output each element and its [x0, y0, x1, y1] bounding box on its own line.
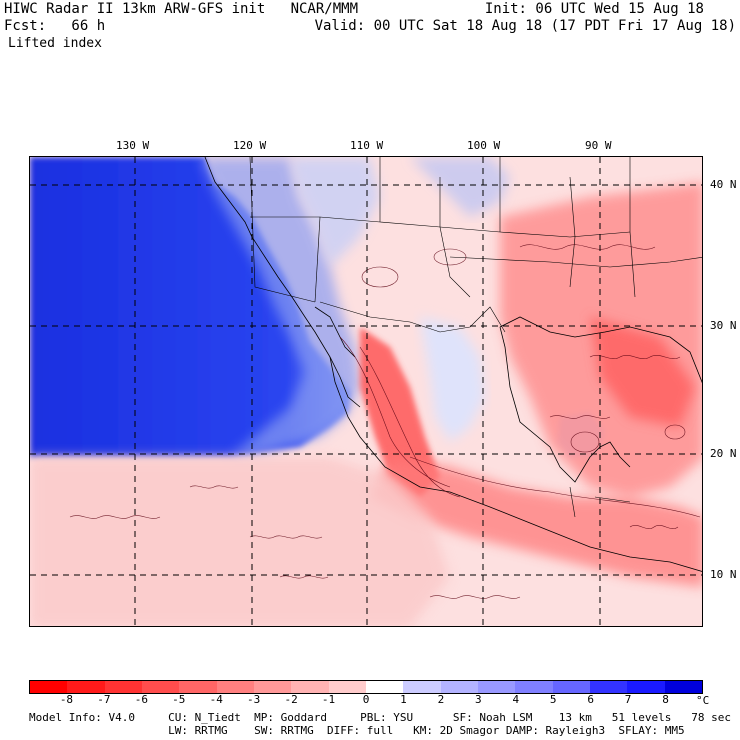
colorbar-swatch	[589, 681, 628, 693]
colorbar-swatch	[141, 681, 180, 693]
colorbar-tick-label: 6	[587, 693, 594, 706]
colorbar-swatch	[627, 681, 665, 693]
lifted-index-map	[29, 156, 703, 627]
unstable-gulf-core	[590, 317, 695, 427]
colorbar-swatch	[179, 681, 217, 693]
colorbar-tick-label: 4	[512, 693, 520, 706]
forecast-hour: Fcst: 66 h	[4, 18, 106, 34]
lon-label-100w: 100 W	[467, 139, 501, 152]
colorbar-tick-label: -5	[172, 693, 186, 706]
graticule	[30, 157, 702, 626]
colorbar-swatch	[477, 681, 516, 693]
colorbar-tick-label: -8	[59, 693, 74, 706]
colorbar-swatch	[291, 681, 329, 693]
colorbar-swatch	[30, 681, 68, 693]
colorbar-tick-label: 5	[549, 693, 557, 706]
colorbar-swatch	[440, 681, 478, 693]
footer-model-info: Model Info: V4.0 CU: N_Tiedt MP: Goddard…	[29, 711, 731, 724]
colorbar-swatch	[253, 681, 292, 693]
lon-label-120w: 120 W	[233, 139, 267, 152]
lon-label-90w: 90 W	[585, 139, 612, 152]
colorbar-tick-label: 8	[662, 693, 669, 706]
colorbar-unit: °C	[696, 694, 710, 707]
colorbar-swatch	[552, 681, 590, 693]
tropical-pacific-field	[30, 457, 450, 626]
colorbar-tick-label: -1	[321, 693, 336, 706]
stable-ocean-region	[30, 157, 350, 457]
footer-physics-info: LW: RRTMG SW: RRTMG DIFF: full KM: 2D Sm…	[29, 724, 685, 737]
colorbar-swatch	[67, 681, 105, 693]
inland-blue-north	[410, 157, 510, 217]
colorbar-swatch	[216, 681, 254, 693]
colorbar-swatch	[104, 681, 142, 693]
colorbar-swatch	[403, 681, 441, 693]
inland-blue-west	[290, 157, 380, 267]
lifted-index-contours	[69, 244, 701, 599]
colorbar-swatch	[664, 681, 702, 693]
model-title: HIWC Radar II 13km ARW-GFS init NCAR/MMM	[4, 1, 359, 17]
lat-label-10n: 10 N	[710, 568, 737, 581]
colorbar-tick-label: 1	[400, 693, 407, 706]
valid-time: Valid: 00 UTC Sat 18 Aug 18 (17 PDT Fri …	[314, 18, 736, 34]
field-name: Lifted index	[8, 36, 102, 51]
lon-label-110w: 110 W	[350, 139, 384, 152]
transition-zone	[200, 157, 360, 457]
init-time: Init: 06 UTC Wed 15 Aug 18	[484, 1, 704, 17]
colorbar-tick-label: 7	[624, 693, 632, 706]
political-boundaries	[249, 157, 702, 518]
colorbar-tick-label: -3	[247, 693, 261, 706]
colorbar-tick-label: -4	[209, 693, 223, 706]
colorbar	[29, 680, 703, 694]
colorbar-swatch	[515, 681, 553, 693]
map-canvas	[30, 157, 702, 626]
colorbar-tick-label: -2	[284, 693, 298, 706]
mexican-plateau-stable	[420, 317, 485, 442]
lon-label-130w: 130 W	[116, 139, 150, 152]
colorbar-tick-label: 2	[437, 693, 445, 706]
colorbar-tick-label: -7	[97, 693, 111, 706]
colorbar-swatch	[328, 681, 366, 693]
colorbar-tick-label: 3	[475, 693, 482, 706]
lat-label-40n: 40 N	[710, 178, 737, 191]
lat-label-30n: 30 N	[710, 319, 737, 332]
lat-label-20n: 20 N	[710, 447, 737, 460]
colorbar-tick-label: -6	[134, 693, 148, 706]
colorbar-tick-label: 0	[362, 693, 370, 706]
colorbar-swatch	[365, 681, 404, 693]
coastlines	[204, 157, 702, 572]
